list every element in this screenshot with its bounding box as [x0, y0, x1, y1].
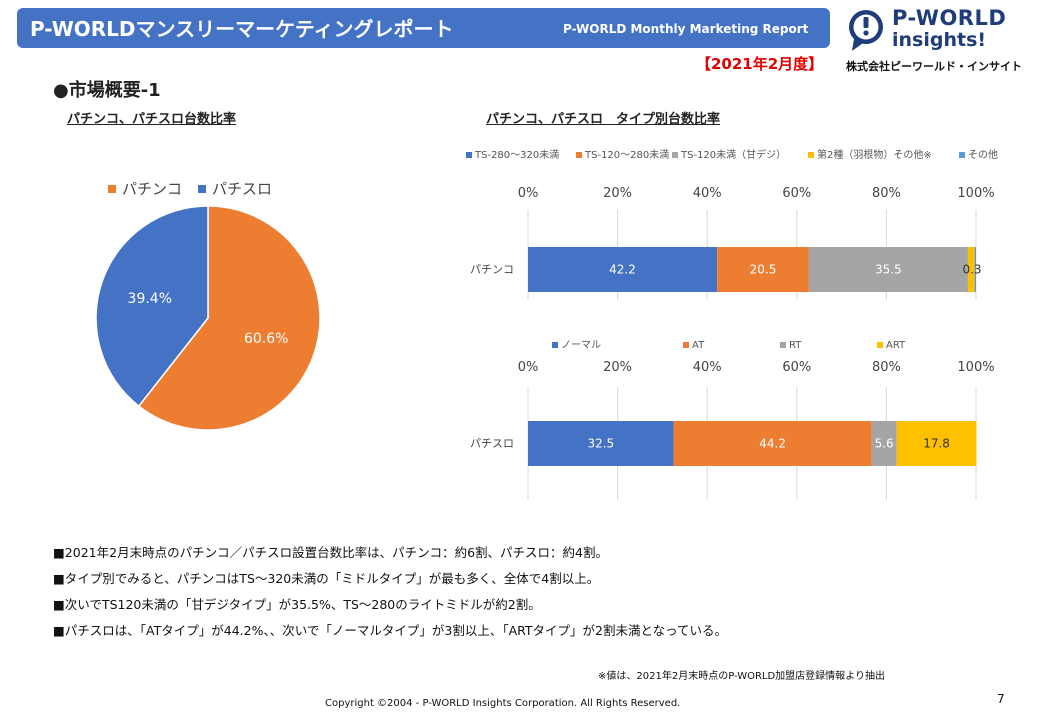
tick-label: 100%	[957, 186, 994, 201]
legend-label: ART	[886, 340, 906, 351]
bar-segment	[871, 421, 897, 466]
tick-label: 0%	[518, 186, 539, 201]
legend-label: 第2種（羽根物）その他※	[817, 148, 932, 161]
note-line: ■タイプ別でみると、パチンコはTS～320未満の「ミドルタイプ」が最も多く、全体…	[53, 571, 600, 586]
page-number: 7	[997, 692, 1005, 706]
pie-legend: パチンコ パチスロ	[108, 178, 288, 199]
tick-label: 20%	[603, 186, 632, 201]
bar-data-label: 32.5	[587, 437, 614, 451]
tick-label: 40%	[693, 360, 722, 375]
section-title: ●市場概要-1	[53, 80, 161, 101]
pie-slice	[95, 205, 209, 408]
tick-label: 100%	[957, 360, 994, 375]
logo-text: P-WORLD	[892, 6, 1007, 30]
legend-label: TS-280～320未満	[474, 149, 559, 161]
bar-segment	[808, 247, 968, 292]
tick-label: 0%	[518, 360, 539, 375]
company-name: 株式会社ピーワールド・インサイト	[846, 60, 1022, 73]
tick-label: 80%	[872, 360, 901, 375]
tick-label: 20%	[603, 360, 632, 375]
legend-swatch	[466, 152, 472, 158]
legend-label: AT	[692, 340, 705, 351]
note-line: ■パチスロは、「ATタイプ」が44.2%、、次いで「ノーマルタイプ」が3割以上、…	[53, 623, 727, 638]
footnote: ※値は、2021年2月末時点のP-WORLD加盟店登録情報より抽出	[598, 671, 885, 682]
legend-label: TS-120～280未満	[584, 149, 669, 161]
pie-chart-title: パチンコ、パチスロ台数比率	[67, 112, 237, 127]
pie-legend-item: パチスロ	[198, 178, 272, 199]
bar-data-label: 35.5	[875, 263, 902, 277]
logo-text: insights!	[892, 29, 987, 51]
legend-swatch	[959, 152, 965, 158]
copyright: Copyright ©2004 - P-WORLD Insights Corpo…	[325, 698, 681, 709]
pie-legend-item: パチンコ	[108, 178, 182, 199]
category-label: パチンコ	[470, 263, 514, 276]
tick-label: 60%	[782, 360, 811, 375]
bar-data-label: 44.2	[759, 437, 786, 451]
pie-slice	[137, 205, 321, 431]
legend-swatch	[672, 152, 678, 158]
legend-label: パチスロ	[212, 180, 273, 198]
tick-label: 40%	[693, 186, 722, 201]
legend-swatch	[108, 184, 116, 193]
bar-data-label: 0.3	[962, 263, 981, 277]
bar-data-label: 42.2	[609, 263, 636, 277]
tick-label: 60%	[782, 186, 811, 201]
bar-data-label: 17.8	[923, 437, 950, 451]
bar-segment	[974, 247, 976, 292]
pie-chart: 60.6% 39.4%	[95, 205, 321, 431]
header-bar	[17, 8, 830, 48]
bar-segment	[896, 421, 977, 466]
legend-swatch	[808, 152, 814, 158]
legend-label: パチンコ	[122, 180, 183, 198]
legend-swatch	[683, 342, 689, 348]
legend-swatch	[780, 342, 786, 348]
legend-label: その他	[968, 148, 998, 161]
legend-label: ノーマル	[561, 340, 601, 351]
legend-label: RT	[789, 340, 802, 351]
logo-icon	[849, 10, 883, 51]
legend-swatch	[877, 342, 883, 348]
bar-segment	[673, 421, 872, 466]
note-line: ■次いでTS120未満の「甘デジタイプ」が35.5%、TS～280のライトミドル…	[53, 597, 541, 612]
report-title: P-WORLDマンスリーマーケティングレポート	[30, 17, 454, 41]
legend-label: TS-120未満（甘デジ）	[680, 148, 786, 161]
bar-segment	[717, 247, 809, 292]
pie-data-label: 39.4%	[128, 291, 172, 307]
tick-label: 80%	[872, 186, 901, 201]
bar-data-label: 5.6	[875, 437, 894, 451]
note-line: ■2021年2月末時点のパチンコ／パチスロ設置台数比率は、パチンコ：約6割、パチ…	[53, 545, 608, 560]
pie-data-label: 60.6%	[244, 331, 288, 347]
type-bar-charts: TS-280～320未満 TS-120～280未満 TS-120未満（甘デジ） 第2種…	[466, 148, 998, 500]
legend-swatch	[552, 342, 558, 348]
bar-chart-title: パチンコ、パチスロ タイプ別台数比率	[486, 112, 721, 127]
category-label: パチスロ	[470, 437, 514, 450]
bar-segment	[528, 421, 674, 466]
legend-swatch	[198, 184, 207, 193]
bar-segment	[967, 247, 975, 292]
report-period: 【2021年2月度】	[696, 55, 824, 73]
report-subtitle: P-WORLD Monthly Marketing Report	[563, 22, 809, 36]
bar-data-label: 20.5	[750, 263, 777, 277]
legend-swatch	[576, 152, 582, 158]
bar-segment	[528, 247, 718, 292]
